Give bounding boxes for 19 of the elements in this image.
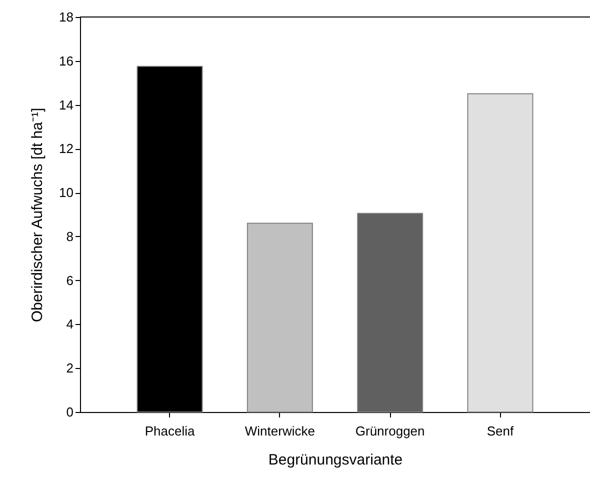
x-axis-title: Begrünungsvariante xyxy=(268,452,403,468)
y-tick-label: 8 xyxy=(66,228,74,244)
x-tick-label: Grünroggen xyxy=(355,424,425,438)
y-tick-label: 6 xyxy=(66,272,74,288)
y-tick-label: 2 xyxy=(66,360,74,376)
y-tick-label: 18 xyxy=(59,10,74,24)
y-tick-label: 14 xyxy=(59,97,74,112)
x-tick-label: Winterwicke xyxy=(244,424,315,438)
y-tick-label: 4 xyxy=(66,316,74,332)
bar xyxy=(467,93,534,412)
y-axis-title: Oberirdischer Aufwuchs [dt ha⁻¹] xyxy=(29,108,46,322)
x-tick-label: Phacelia xyxy=(144,424,196,438)
y-tick-label: 12 xyxy=(59,141,74,156)
bar xyxy=(357,212,424,412)
y-tick-label: 0 xyxy=(66,404,74,420)
y-tick-label: 16 xyxy=(59,53,74,68)
bar xyxy=(246,222,313,412)
y-tick-label: 10 xyxy=(59,185,74,200)
x-tick-label: Senf xyxy=(486,424,514,438)
